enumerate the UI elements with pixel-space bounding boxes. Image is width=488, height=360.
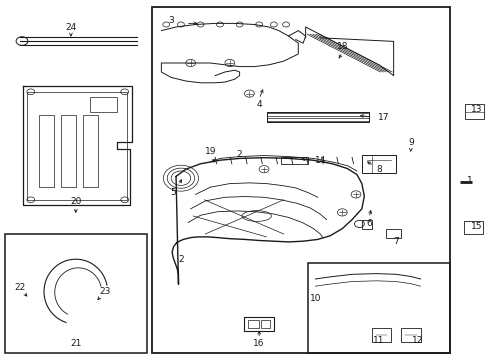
Text: 18: 18	[336, 42, 347, 51]
Bar	[83, 115, 98, 187]
Text: 22: 22	[14, 284, 25, 293]
Text: 8: 8	[375, 165, 381, 174]
Text: 7: 7	[392, 237, 398, 246]
Text: 13: 13	[470, 105, 482, 114]
Text: 10: 10	[309, 294, 321, 303]
Text: 16: 16	[253, 339, 264, 348]
Bar	[61, 115, 76, 187]
Bar	[39, 115, 54, 187]
Text: 6: 6	[366, 219, 371, 228]
Text: 1: 1	[466, 176, 471, 185]
Text: 23: 23	[99, 287, 111, 296]
Text: 5: 5	[170, 188, 176, 197]
Text: 12: 12	[411, 336, 423, 345]
Text: 4: 4	[256, 100, 262, 109]
Text: 19: 19	[204, 147, 216, 156]
Text: 20: 20	[70, 197, 81, 206]
Text: 2: 2	[178, 255, 183, 264]
Text: 11: 11	[372, 336, 384, 345]
Text: 14: 14	[314, 156, 325, 165]
Text: 3: 3	[168, 17, 174, 26]
Text: 2: 2	[236, 150, 242, 159]
Text: 15: 15	[470, 222, 482, 231]
Text: 21: 21	[70, 339, 81, 348]
Text: 24: 24	[65, 23, 77, 32]
Text: 9: 9	[407, 138, 413, 147]
Text: 17: 17	[377, 112, 389, 122]
